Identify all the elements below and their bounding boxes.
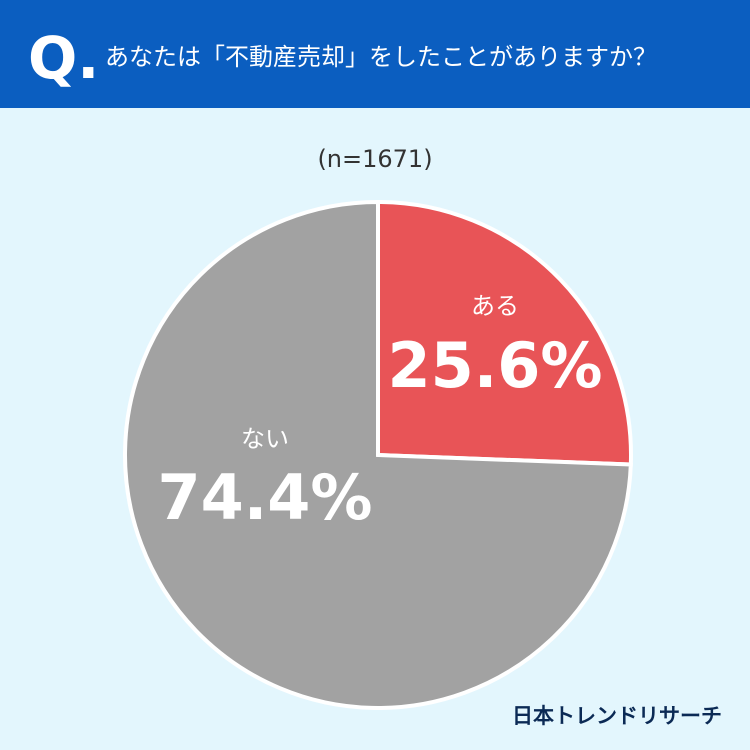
slice-label: ない: [241, 425, 289, 453]
chart-subtitle: (n=1671): [317, 145, 432, 173]
source: 日本トレンドリサーチ: [512, 704, 722, 728]
question-prefix: Q.: [28, 24, 99, 92]
value-label: 25.6%: [387, 329, 602, 402]
pie-slice: [376, 199, 633, 467]
pie-slice: [123, 199, 633, 710]
header: [0, 0, 750, 108]
chart-title: あなたは「不動産売却」をしたことがありますか？: [105, 43, 657, 71]
value-label: 74.4%: [157, 461, 372, 534]
slice-label: ある: [471, 292, 519, 320]
